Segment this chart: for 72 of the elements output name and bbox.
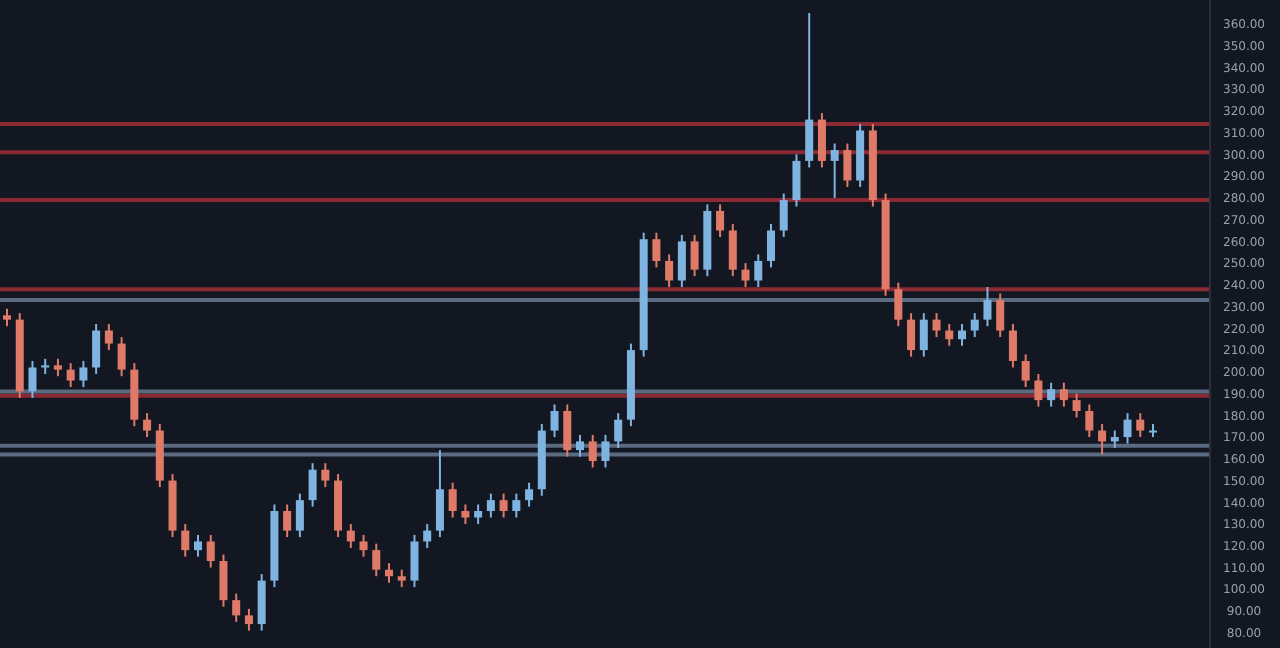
candlestick [843, 142, 852, 189]
candlestick [1034, 373, 1043, 408]
candlestick [817, 112, 826, 169]
candlestick [665, 253, 674, 289]
candlestick [448, 481, 457, 519]
candlestick [830, 142, 839, 199]
candlestick [652, 231, 661, 269]
candlestick [983, 286, 992, 328]
candlestick [219, 553, 228, 608]
candlestick [1021, 353, 1030, 389]
candlestick [754, 253, 763, 289]
candlestick [588, 433, 597, 469]
candlestick [295, 492, 304, 539]
candlestick [792, 153, 801, 208]
candlestick [79, 359, 88, 389]
candlestick [435, 449, 444, 539]
candlestick [563, 403, 572, 458]
candlestick [805, 12, 814, 169]
candlestick [346, 523, 355, 549]
candlestick [728, 222, 737, 278]
candlestick [474, 503, 483, 526]
candlestick [423, 523, 432, 549]
candlestick [181, 523, 190, 558]
candlestick [283, 503, 292, 539]
candlestick [601, 433, 610, 469]
candlestick [741, 262, 750, 289]
candlestick [525, 481, 534, 508]
candlestick [66, 362, 75, 389]
candlestick [92, 323, 101, 376]
candlestick [321, 462, 330, 489]
candlestick [117, 336, 126, 378]
candlestick [677, 233, 686, 289]
candlestick [257, 573, 266, 632]
candlestick [945, 323, 954, 347]
candlestick [359, 533, 368, 558]
candlestick [1136, 412, 1145, 439]
candlestick [1072, 392, 1081, 419]
candlestick [1059, 381, 1068, 408]
candlestick [766, 222, 776, 269]
candlestick [970, 312, 979, 339]
candlestick [1098, 423, 1107, 456]
candlestick [143, 412, 152, 439]
candlestick [1123, 412, 1132, 445]
candlestick [308, 462, 317, 508]
candlestick [716, 203, 725, 239]
candlestick [372, 542, 381, 578]
candlestick [1047, 381, 1056, 408]
candlestick [499, 492, 508, 519]
candlestick [907, 312, 916, 358]
candlestick [575, 433, 585, 458]
candlestick [614, 412, 623, 449]
candlestick [1008, 323, 1017, 369]
candlestick [690, 233, 699, 278]
candlestick [384, 562, 394, 584]
candlestick [996, 292, 1005, 339]
candlestick [244, 607, 253, 632]
candlestick [232, 592, 241, 623]
candlestick [932, 312, 941, 339]
candlestick [461, 503, 470, 526]
candlestick [550, 403, 559, 439]
candlestick [512, 492, 521, 519]
candlestick [206, 533, 215, 569]
candlestick [28, 359, 37, 399]
candlestick [410, 533, 419, 589]
candlestick [486, 492, 495, 519]
candlestick [957, 323, 967, 347]
candlestick [779, 192, 788, 239]
candlestick [894, 281, 903, 328]
candlestick [104, 323, 113, 352]
candlestick [919, 312, 928, 358]
candlestick [1085, 403, 1094, 439]
candlestick [193, 533, 203, 558]
